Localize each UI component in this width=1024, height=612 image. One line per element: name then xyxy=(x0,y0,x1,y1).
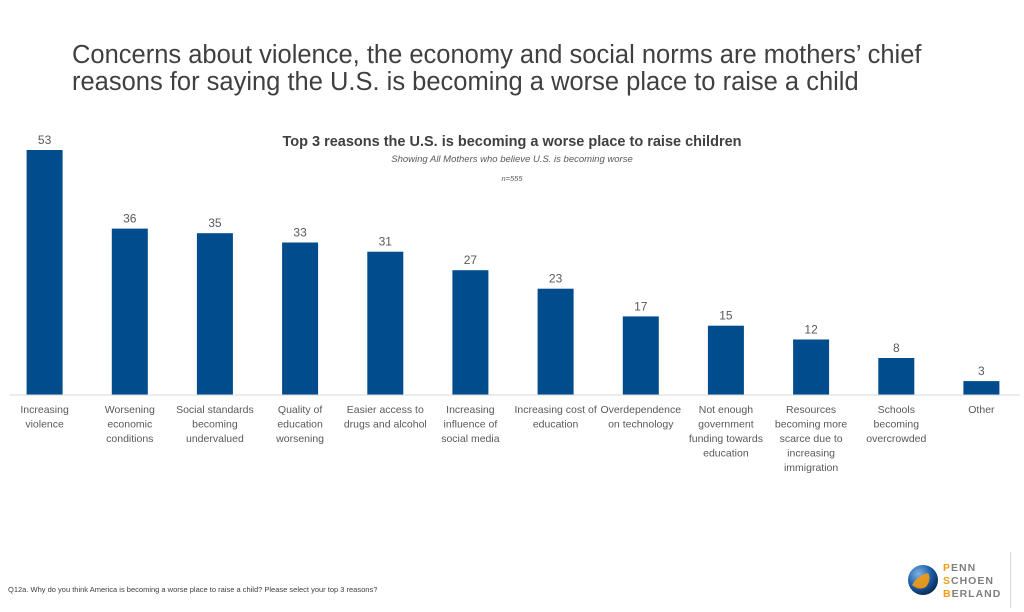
bar-4 xyxy=(282,242,319,395)
page-title: Concerns about violence, the economy and… xyxy=(72,41,922,96)
chart-title: Top 3 reasons the U.S. is becoming a wor… xyxy=(282,134,741,150)
chart-subtitle: Showing All Mothers who believe U.S. is … xyxy=(391,154,632,165)
logo-line-2: SCHOEN xyxy=(943,575,994,587)
chart-sample-size: n=555 xyxy=(501,174,523,183)
bar-11 xyxy=(878,358,915,395)
category-label-1: Increasing violence xyxy=(20,404,69,431)
data-label-2: 36 xyxy=(123,212,137,226)
bar-6 xyxy=(452,270,489,395)
category-label-6: Increasing influence of social media xyxy=(441,404,500,445)
data-label-1: 53 xyxy=(38,133,52,147)
category-label-4: Quality of education worsening xyxy=(275,404,324,445)
logo-wordmark: PENN SCHOEN BERLAND xyxy=(943,562,1001,601)
category-label-10: Resources becoming more scarce due to incre… xyxy=(775,404,848,474)
logo-line-1: PENN xyxy=(943,562,977,574)
bar-2 xyxy=(111,228,148,395)
data-label-3: 35 xyxy=(208,216,222,230)
data-label-9: 15 xyxy=(719,309,733,323)
data-label-7: 23 xyxy=(549,272,563,286)
category-label-9: Not enough government funding towards educa… xyxy=(689,404,763,460)
category-label-5: Easier access to drugs and alcohol xyxy=(344,404,427,431)
globe-icon xyxy=(908,565,938,595)
data-label-5: 31 xyxy=(379,235,393,249)
bar-12 xyxy=(963,381,1000,395)
category-label-11: Schools becoming overcrowded xyxy=(866,404,926,445)
category-label-2: Worsening economic conditions xyxy=(105,404,155,445)
footnote: Q12a. Why do you think America is becomi… xyxy=(8,585,378,594)
category-label-8: Overdependence on technology xyxy=(601,404,682,431)
category-label-7: Increasing cost of education xyxy=(514,404,596,431)
bar-8 xyxy=(622,316,659,395)
data-label-12: 3 xyxy=(978,364,985,378)
category-label-12: Other xyxy=(968,404,995,416)
data-label-8: 17 xyxy=(634,299,648,313)
bar-1 xyxy=(26,150,63,395)
data-label-6: 27 xyxy=(464,253,478,267)
bar-10 xyxy=(793,339,830,395)
bars-group: 53 Increasing violence 36 Worsening economic c… xyxy=(20,133,1000,474)
company-logo: PENN SCHOEN BERLAND xyxy=(906,560,1014,604)
bar-9 xyxy=(707,325,744,395)
logo-line-3: BERLAND xyxy=(943,588,1002,600)
logo-divider xyxy=(1010,552,1011,608)
data-label-10: 12 xyxy=(804,323,818,337)
bar-3 xyxy=(196,233,233,395)
data-label-4: 33 xyxy=(293,226,307,240)
bar-7 xyxy=(537,288,574,395)
data-label-11: 8 xyxy=(893,341,900,355)
bar-5 xyxy=(367,251,404,395)
category-label-3: Social standards becoming undervalued xyxy=(176,404,254,445)
